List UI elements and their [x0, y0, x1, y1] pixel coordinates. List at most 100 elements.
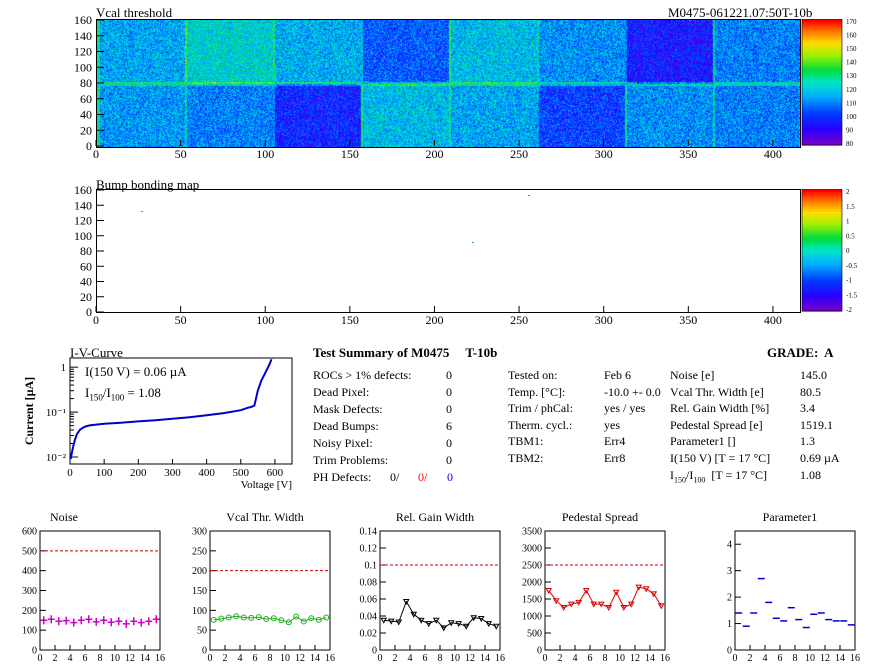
result-label: I(150 V) [T = 17 °C] — [670, 450, 771, 465]
roc-plot-frame — [39, 530, 161, 651]
roc-series-line — [383, 600, 497, 629]
colorbar-cell — [802, 129, 842, 133]
result-value: 0.69 µA — [800, 450, 840, 465]
roc-x-tick-label: 14 — [645, 653, 655, 664]
result-label: Parameter1 [] — [670, 434, 736, 448]
ph-defects: PH Defects: — [313, 470, 372, 484]
colorbar-cell — [802, 92, 842, 96]
colorbar-cell — [802, 64, 842, 68]
colorbar-cell — [802, 31, 842, 35]
defect-value: 0 — [446, 453, 452, 467]
colorbar-cell — [802, 87, 842, 91]
colorbar-cell — [802, 308, 842, 312]
colorbar-tick-label: 1 — [846, 218, 850, 226]
roc-y-tick-label: 3000 — [522, 544, 542, 555]
roc-y-tick-label: 0.06 — [360, 595, 378, 606]
colorbar-cell — [802, 76, 842, 81]
roc-point — [470, 615, 478, 622]
colorbar-tick-label: -1.5 — [846, 291, 858, 299]
ratio-row: I150/I100 [T = 17 °C] — [670, 468, 768, 485]
roc-point — [447, 620, 455, 627]
colorbar-cell — [802, 215, 842, 219]
y-tick-label: 160 — [74, 13, 92, 27]
ph-defects-black: 0/ — [390, 470, 400, 484]
roc-x-tick-label: 16 — [850, 653, 860, 664]
y-tick-label: 100 — [74, 60, 92, 74]
roc-y-tick-label: 200 — [192, 566, 207, 577]
result-label: Pedestal Spread [e] — [670, 417, 763, 432]
vcal-heatmap — [96, 19, 801, 148]
bump-colorbar: -2 -1.5 -1 -0.5 0 0.5 1 1.5 2 — [801, 189, 858, 313]
roc-x-tick-label: 10 — [615, 653, 625, 664]
roc-x-tick-label: 16 — [325, 653, 335, 664]
roc-y-tick-label: 4 — [727, 540, 732, 551]
roc-point — [477, 616, 485, 623]
roc-point — [567, 601, 575, 608]
roc-y-tick-label: 200 — [22, 606, 37, 617]
colorbar-cell — [802, 306, 842, 310]
bump-axes: 0 50 100 150 200 250 300 350 4000204060801001201… — [74, 183, 782, 327]
roc-y-tick-label: 0 — [202, 646, 207, 657]
roc-series-line — [213, 615, 327, 623]
colorbar-cell — [802, 232, 842, 236]
iv-x-tick-label: 300 — [164, 467, 181, 479]
roc-y-tick-label: 500 — [527, 629, 542, 640]
colorbar-cell — [802, 203, 842, 207]
roc-y-tick-label: 50 — [197, 626, 207, 637]
colorbar-cell — [802, 284, 842, 288]
roc-point — [612, 589, 620, 596]
roc-y-tick-label: 400 — [22, 566, 37, 577]
colorbar-tick-label: 1.5 — [846, 203, 855, 211]
roc-y-tick-label: 2500 — [522, 561, 542, 572]
defect-label: Dead Bumps: — [313, 419, 379, 433]
defect-value: 6 — [446, 419, 452, 433]
bump-defect-point — [140, 210, 143, 212]
colorbar-cell — [802, 206, 842, 210]
condition-value: Err4 — [604, 434, 626, 448]
colorbar-cell — [802, 132, 842, 136]
colorbar-cell — [802, 82, 842, 86]
roc-x-tick-label: 8 — [438, 653, 443, 664]
roc-point — [402, 599, 410, 606]
roc-x-tick-label: 12 — [820, 653, 830, 664]
colorbar-cell — [802, 104, 842, 108]
roc-x-tick-label: 6 — [778, 653, 783, 664]
x-tick-label: 350 — [679, 147, 697, 161]
roc-point — [225, 614, 232, 621]
colorbar-tick-label: 120 — [846, 86, 857, 94]
colorbar-tick-label: 170 — [846, 19, 857, 26]
colorbar-tick-label: -0.5 — [846, 262, 858, 270]
iv-xlabel: Voltage [V] — [241, 479, 292, 491]
roc-plot-title: Parameter1 — [763, 510, 818, 524]
iv-ylabel: Current [µA] — [22, 377, 36, 445]
roc-y-tick-label: 3 — [727, 566, 732, 577]
roc-y-tick-label: 100 — [22, 626, 37, 637]
condition-label: Trim / phCal: — [508, 401, 573, 415]
roc-x-tick-label: 6 — [588, 653, 593, 664]
roc-x-tick-label: 6 — [253, 653, 258, 664]
roc-y-tick-label: 2000 — [522, 578, 542, 589]
roc-x-tick-label: 4 — [573, 653, 578, 664]
colorbar-cell — [802, 94, 842, 98]
roc-plot: Rel. Gain Width 0 0.02 0.04 0.06 0.08 0.1 0.12 0… — [360, 510, 506, 664]
roc-y-tick-label: 1 — [727, 619, 732, 630]
roc-point — [552, 598, 560, 605]
colorbar-cell — [802, 240, 842, 244]
roc-x-tick-label: 8 — [268, 653, 273, 664]
colorbar-tick-label: 80 — [846, 140, 854, 147]
roc-point — [395, 619, 403, 626]
colorbar-cell — [802, 208, 842, 212]
colorbar-cell — [802, 19, 842, 23]
roc-y-tick-label: 0.02 — [360, 629, 378, 640]
roc-x-tick-label: 4 — [763, 653, 768, 664]
y-tick-label: 80 — [80, 244, 92, 258]
colorbar-cell — [802, 264, 842, 268]
iv-chart: 0 100 200 300 400 500 600 10⁻² 10⁻¹ 1 Voltage [V] C… — [22, 357, 293, 491]
colorbar-tick-label: -1 — [846, 277, 852, 285]
colorbar-frame — [801, 189, 843, 312]
colorbar-cell — [802, 134, 842, 139]
roc-plot-title: Noise — [50, 510, 78, 524]
roc-x-tick-label: 2 — [748, 653, 753, 664]
